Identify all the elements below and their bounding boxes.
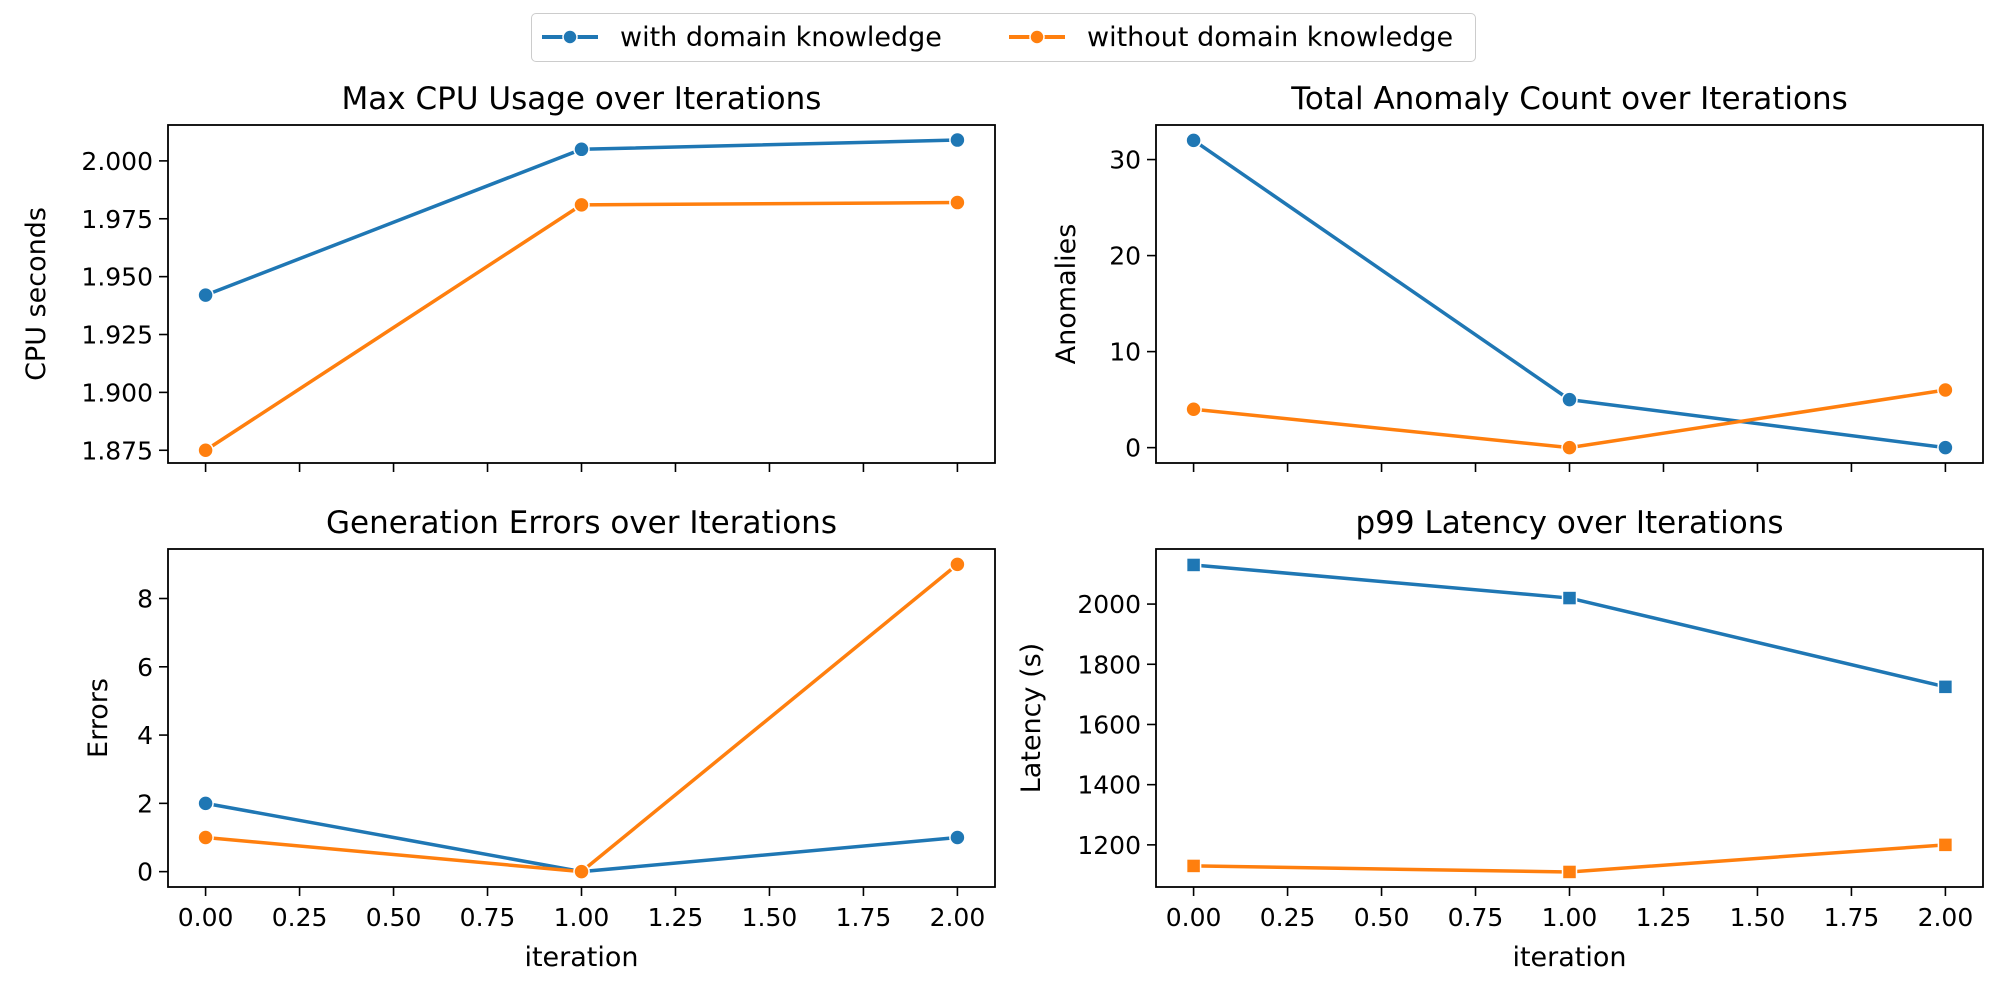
plot-frame: [1155, 124, 1984, 464]
y-axis-label: Errors: [83, 678, 114, 758]
data-point: [1185, 557, 1202, 573]
y-tick-label: 2.000: [81, 147, 153, 176]
x-tick-label: 1.25: [1636, 903, 1692, 932]
x-axis-label: iteration: [1512, 942, 1626, 973]
data-point: [1937, 439, 1954, 456]
data-point: [1185, 132, 1202, 149]
y-tick-label: 30: [1109, 146, 1141, 175]
x-tick-label: 0.25: [1260, 903, 1316, 932]
series-line-1: [205, 801, 958, 874]
y-tick-label: 1.950: [81, 263, 153, 292]
series-line-1: [1193, 563, 1946, 689]
plot-frame: [167, 548, 996, 888]
data-point: [1561, 391, 1578, 408]
series-line-2: [204, 200, 958, 452]
x-tick-label: 0.50: [366, 903, 422, 932]
data-point: [1561, 439, 1578, 456]
chart-panel-2: Total Anomaly Count over Iterations 0 10 20…: [1051, 81, 1984, 472]
y-tick-label: 0: [1125, 434, 1141, 463]
data-point: [573, 196, 590, 214]
y-axis-label: Latency (s): [1016, 643, 1047, 793]
y-axis-label: Anomalies: [1051, 224, 1082, 365]
y-tick-label: 1.900: [81, 378, 153, 407]
x-tick-label: 1.00: [1542, 903, 1598, 932]
y-tick-label: 1600: [1077, 710, 1141, 739]
x-tick-label: 1.50: [1730, 903, 1786, 932]
x-tick-label: 1.75: [1824, 903, 1880, 932]
data-point: [573, 863, 590, 880]
data-point: [197, 795, 214, 812]
y-tick-label: 10: [1109, 338, 1141, 367]
y-tick-label: 6: [137, 653, 153, 682]
plot-frame: [1155, 548, 1984, 888]
data-point: [949, 131, 966, 149]
chart-panel-1: Max CPU Usage over Iterations 1.875 1.900 1…: [21, 81, 996, 472]
x-tick-label: 0.75: [460, 903, 516, 932]
data-point: [197, 286, 214, 304]
y-tick-label: 20: [1109, 242, 1141, 271]
data-point: [949, 829, 966, 846]
legend-item-with-domain-knowledge: with domain knowledge: [540, 14, 942, 60]
series-line-1: [204, 138, 958, 297]
data-point: [1937, 679, 1954, 695]
data-point: [1937, 381, 1954, 399]
x-tick-label: 2.00: [930, 903, 986, 932]
legend-marker-line-icon: [542, 29, 598, 45]
legend-item-without-domain-knowledge: without domain knowledge: [1007, 14, 1453, 60]
data-point: [949, 556, 966, 573]
x-tick-label: 1.25: [648, 903, 704, 932]
data-point: [1185, 400, 1202, 418]
y-tick-label: 1400: [1077, 771, 1141, 800]
plot-frame: [167, 124, 996, 464]
x-tick-label: 0.00: [178, 903, 234, 932]
x-tick-label: 0.75: [1448, 903, 1504, 932]
chart-title: Max CPU Usage over Iterations: [342, 81, 822, 117]
x-tick-label: 1.75: [836, 903, 892, 932]
y-axis-label: CPU seconds: [21, 207, 52, 381]
x-tick-label: 0.50: [1354, 903, 1410, 932]
chart-title: Generation Errors over Iterations: [326, 505, 837, 541]
data-point: [1937, 837, 1954, 853]
y-tick-label: 1200: [1077, 831, 1141, 860]
y-tick-label: 1.875: [81, 436, 153, 465]
y-tick-label: 2: [137, 789, 153, 818]
legend-label: without domain knowledge: [1087, 21, 1454, 53]
y-tick-label: 1.975: [81, 205, 153, 234]
x-axis-label: iteration: [524, 942, 638, 973]
y-tick-label: 4: [137, 721, 153, 750]
data-point: [1561, 864, 1578, 880]
y-tick-label: 8: [137, 585, 153, 614]
data-point: [573, 141, 590, 158]
x-tick-label: 0.25: [272, 903, 328, 932]
data-point: [197, 829, 214, 846]
chart-title: Total Anomaly Count over Iterations: [1290, 81, 1848, 117]
legend: with domain knowledge without domain kno…: [531, 13, 1476, 62]
x-tick-label: 2.00: [1918, 903, 1974, 932]
chart-panel-4: p99 Latency over Iterations 1200 1400 1600 1…: [1016, 505, 1984, 973]
y-tick-label: 0: [137, 858, 153, 887]
x-tick-label: 1.50: [742, 903, 798, 932]
y-tick-label: 1800: [1077, 650, 1141, 679]
x-tick-label: 0.00: [1166, 903, 1222, 932]
legend-marker-line-icon: [1009, 29, 1065, 45]
x-tick-label: 1.00: [554, 903, 610, 932]
y-tick-label: 1.925: [81, 321, 153, 350]
data-point: [197, 442, 214, 459]
data-point: [949, 194, 966, 211]
y-tick-label: 2000: [1077, 590, 1141, 619]
chart-title: p99 Latency over Iterations: [1356, 505, 1784, 541]
legend-label: with domain knowledge: [620, 21, 942, 53]
data-point: [1561, 590, 1578, 606]
data-point: [1185, 858, 1202, 874]
chart-panel-3: Generation Errors over Iterations 0 2 4 6 8 0.…: [83, 505, 996, 973]
